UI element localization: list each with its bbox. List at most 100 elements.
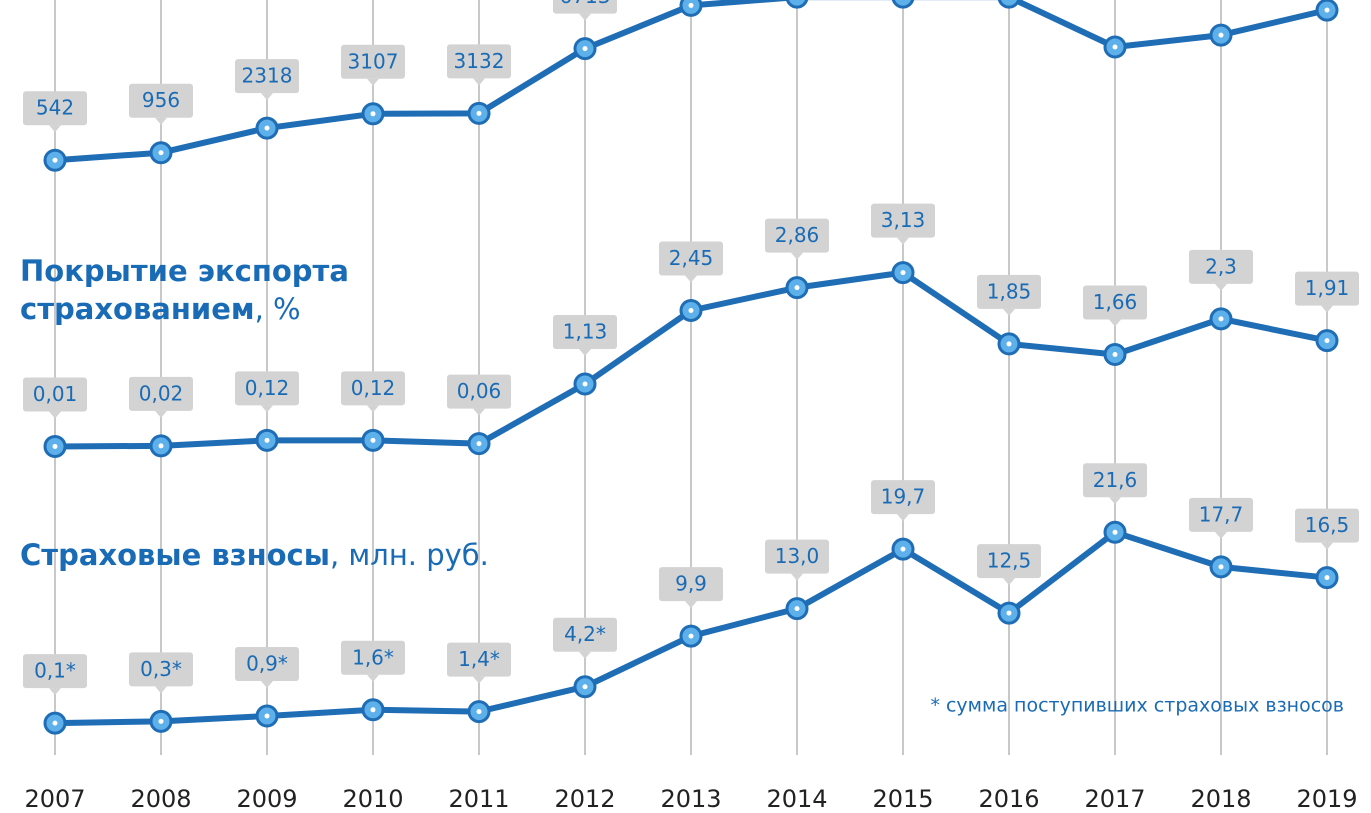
- value-label-text: 19,7: [881, 485, 926, 509]
- label-box: [1083, 285, 1147, 320]
- x-tick-label: 2014: [766, 785, 827, 813]
- x-tick-label: 2018: [1190, 785, 1251, 813]
- value-label: 1,13: [553, 315, 617, 357]
- value-label: 956: [129, 83, 193, 125]
- label-box: [553, 617, 617, 652]
- label-box: [1189, 497, 1253, 532]
- value-label-text: 2,86: [775, 223, 820, 247]
- label-box: [447, 374, 511, 409]
- value-label-text: 542: [36, 96, 74, 120]
- annotation: * сумма поступивших страховых взносов: [930, 695, 1344, 717]
- value-label-text: 2,3: [1205, 254, 1237, 278]
- label-pointer: [791, 573, 803, 581]
- label-pointer: [1215, 531, 1227, 539]
- x-tick-label: 2017: [1084, 785, 1145, 813]
- label-box: [341, 371, 405, 406]
- point-center: [794, 606, 800, 612]
- x-tick-label: 2013: [660, 785, 721, 813]
- label-box: [1083, 463, 1147, 498]
- label-pointer: [367, 405, 379, 413]
- value-label-text: 0,12: [351, 376, 396, 400]
- value-label: 0,12: [341, 371, 405, 413]
- value-label-text: 0,9*: [246, 652, 288, 676]
- label-box: [235, 59, 299, 94]
- value-label: 0,06: [447, 374, 511, 416]
- value-label: 16,5: [1295, 508, 1359, 550]
- point-center: [688, 2, 694, 8]
- value-label-text: 12,5: [987, 549, 1032, 573]
- label-pointer: [49, 125, 61, 133]
- value-label-text: 4,2*: [564, 622, 606, 646]
- value-label: 1,85: [977, 274, 1041, 316]
- label-pointer: [367, 78, 379, 86]
- point-center: [1112, 44, 1118, 50]
- point-center: [264, 437, 270, 443]
- point-center: [794, 285, 800, 291]
- label-pointer: [579, 349, 591, 357]
- value-label-text: 0,3*: [140, 657, 182, 681]
- x-tick-label: 2012: [554, 785, 615, 813]
- point-center: [370, 111, 376, 117]
- point-center: [52, 157, 58, 163]
- label-box: [23, 654, 87, 689]
- point-center: [1112, 352, 1118, 358]
- label-box: [553, 0, 617, 14]
- value-label: 2,45: [659, 241, 723, 283]
- point-center: [370, 707, 376, 713]
- series-heading: Страховые взносы, млн. руб.: [20, 536, 489, 574]
- value-label: 0,3*: [129, 652, 193, 694]
- x-tick-label: 2007: [24, 785, 85, 813]
- label-pointer: [897, 514, 909, 522]
- value-label: 0,02: [129, 376, 193, 418]
- point-center: [52, 720, 58, 726]
- label-box: [129, 376, 193, 411]
- value-label: 0,01: [23, 377, 87, 419]
- point: [997, 0, 1021, 9]
- x-tick-label: 2015: [872, 785, 933, 813]
- value-label: 0,1*: [23, 654, 87, 696]
- point-center: [1112, 529, 1118, 535]
- label-pointer: [579, 13, 591, 21]
- value-label: 542: [23, 91, 87, 133]
- value-label: 4,2*: [553, 617, 617, 659]
- label-pointer: [1003, 578, 1015, 586]
- label-box: [1295, 508, 1359, 543]
- value-label: 3,13: [871, 203, 935, 245]
- series-name: Покрытие экспорта страхованием: [20, 254, 349, 326]
- value-label: 12,5: [977, 544, 1041, 586]
- label-box: [1189, 249, 1253, 284]
- point-center: [476, 441, 482, 447]
- point-center: [900, 546, 906, 552]
- label-box: [977, 274, 1041, 309]
- value-label-text: 3,13: [881, 208, 926, 232]
- value-label-text: 3107: [348, 49, 399, 73]
- label-pointer: [473, 676, 485, 684]
- point-center: [688, 308, 694, 313]
- series-heading: Покрытие экспорта страхованием, %: [20, 252, 380, 328]
- label-pointer: [1003, 308, 1015, 316]
- value-label: 1,6*: [341, 640, 405, 682]
- label-box: [447, 44, 511, 79]
- value-label-text: 1,4*: [458, 647, 500, 671]
- value-label: 21,6: [1083, 463, 1147, 505]
- value-label-text: 6713: [560, 0, 611, 8]
- label-box: [447, 642, 511, 677]
- x-tick-label: 2009: [236, 785, 297, 813]
- point-center: [1218, 316, 1224, 322]
- x-tick-label: 2011: [448, 785, 509, 813]
- label-box: [765, 539, 829, 574]
- label-pointer: [791, 252, 803, 260]
- value-label: 9,9: [659, 567, 723, 609]
- value-label: 2318: [235, 59, 299, 101]
- point-center: [1006, 341, 1012, 347]
- value-label-text: 1,6*: [352, 645, 394, 669]
- value-label-text: 0,01: [33, 382, 78, 406]
- label-pointer: [261, 405, 273, 413]
- label-box: [129, 83, 193, 118]
- label-box: [341, 640, 405, 675]
- x-tick-label: 2008: [130, 785, 191, 813]
- point-center: [1324, 7, 1330, 13]
- label-pointer: [685, 601, 697, 609]
- label-box: [871, 203, 935, 238]
